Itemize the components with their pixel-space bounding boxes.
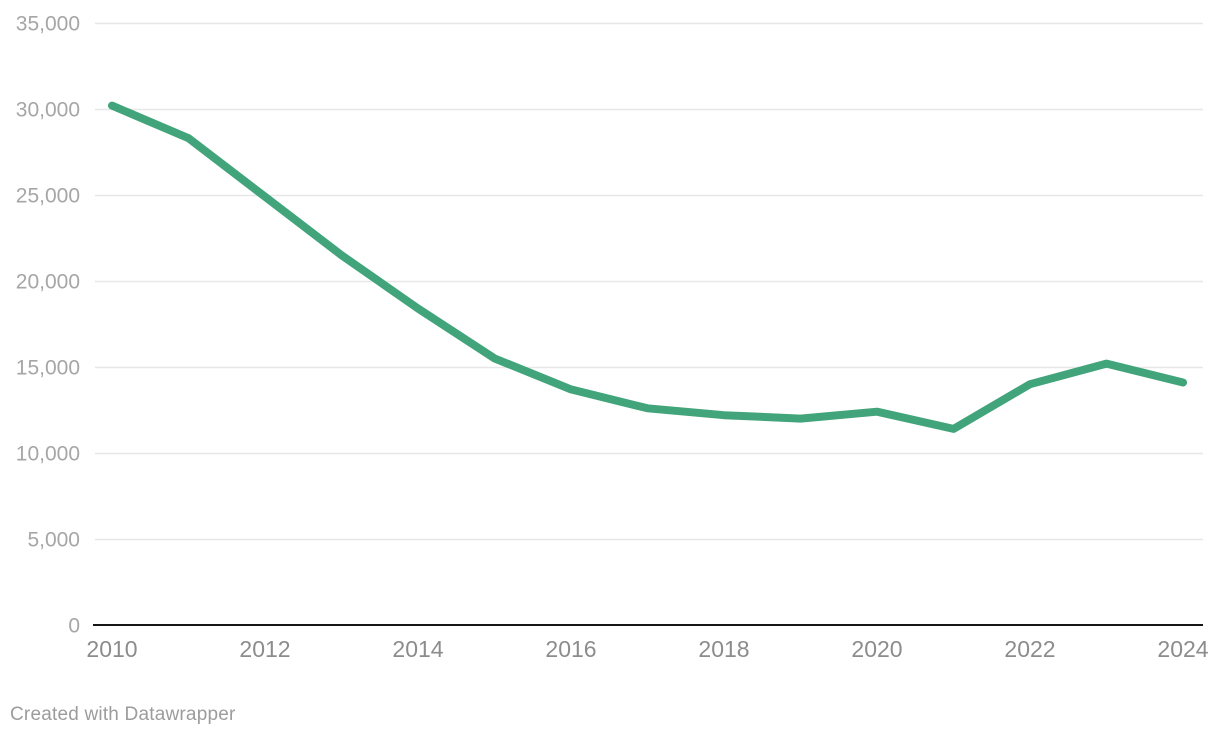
y-tick-label: 30,000 [16,98,80,121]
x-tick-label: 2024 [1157,636,1208,662]
x-tick-label: 2014 [392,636,443,662]
x-tick-label: 2020 [851,636,902,662]
y-tick-label: 35,000 [16,12,80,35]
y-tick-label: 20,000 [16,270,80,293]
y-tick-label: 15,000 [16,356,80,379]
x-tick-label: 2010 [86,636,137,662]
y-tick-label: 5,000 [27,528,80,551]
x-tick-label: 2018 [698,636,749,662]
y-tick-label: 10,000 [16,442,80,465]
x-tick-label: 2012 [239,636,290,662]
x-tick-label: 2016 [545,636,596,662]
datawrapper-credit: Created with Datawrapper [10,704,236,725]
data-line [108,101,1187,433]
y-tick-label: 0 [68,614,80,637]
y-tick-label: 25,000 [16,184,80,207]
x-tick-label: 2022 [1004,636,1055,662]
